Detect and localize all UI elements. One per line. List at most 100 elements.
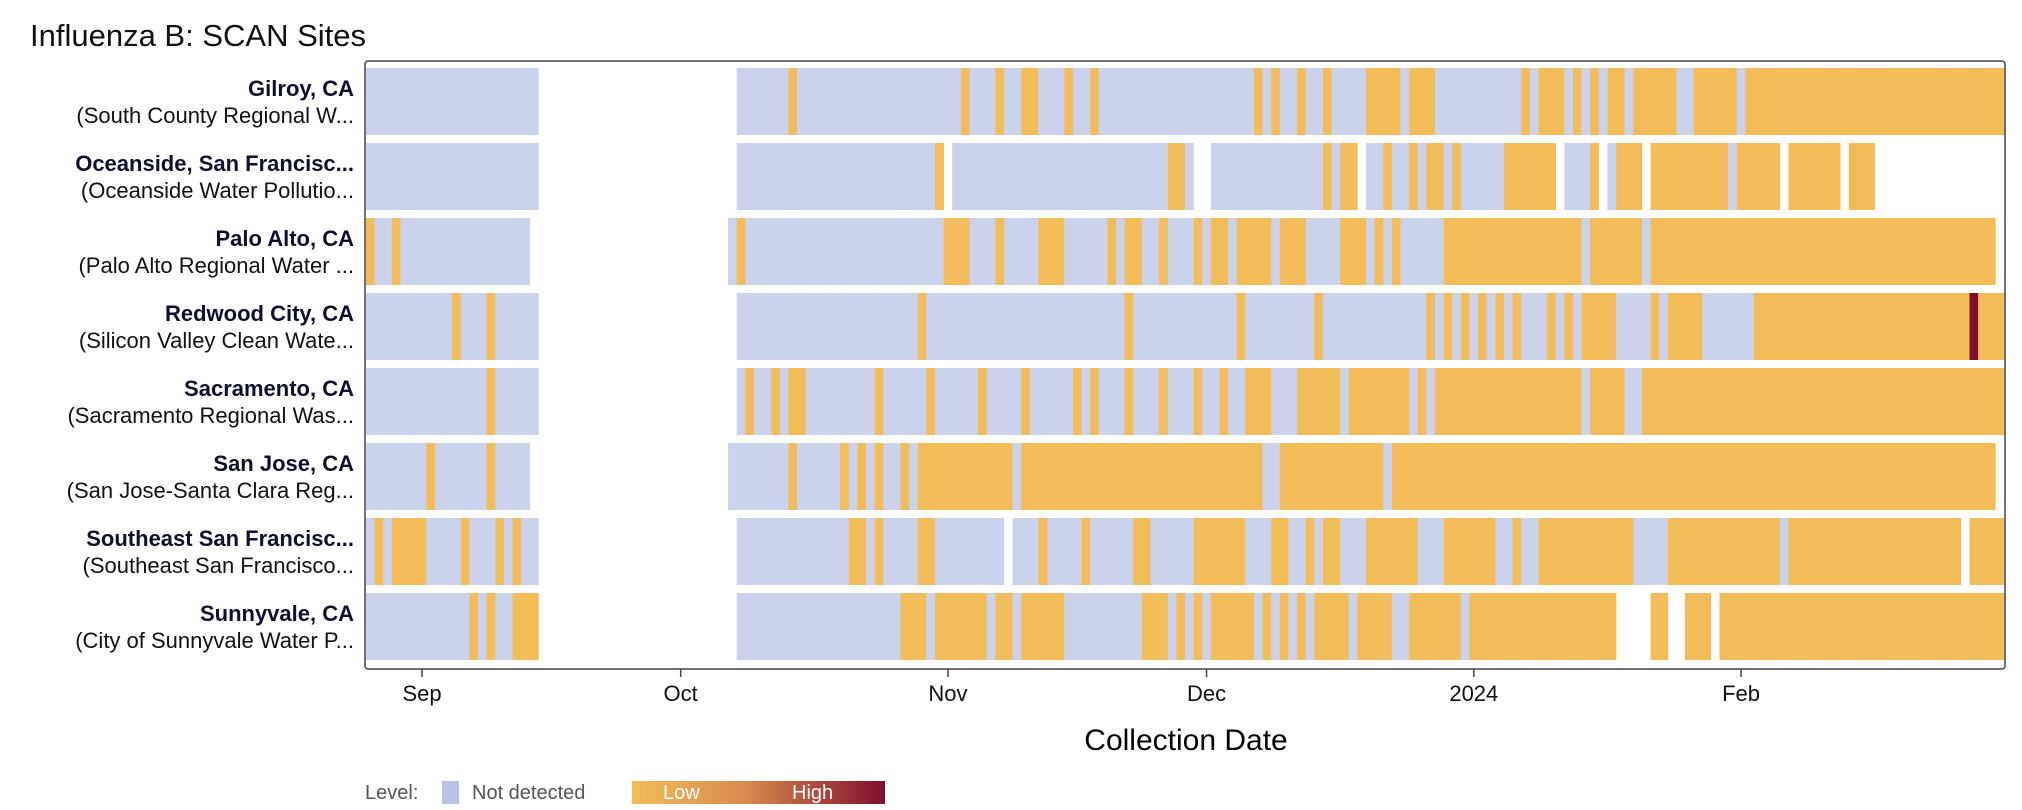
heatmap-cell (1538, 143, 1548, 210)
heatmap-cell (857, 518, 867, 585)
heatmap-cell (1547, 293, 1556, 360)
heatmap-cell (1538, 68, 1548, 135)
heatmap-cell (478, 218, 487, 285)
heatmap-cell (1047, 68, 1056, 135)
heatmap-cell (1426, 218, 1436, 285)
heatmap-cell (1771, 368, 1781, 435)
heatmap-cell (831, 218, 841, 285)
heatmap-cell (1866, 518, 1875, 585)
heatmap-cell (1857, 518, 1867, 585)
heatmap-cell (1909, 218, 1919, 285)
heatmap-cell (909, 68, 919, 135)
heatmap-cell (1383, 368, 1393, 435)
heatmap-cell (1935, 293, 1944, 360)
heatmap-cell (374, 143, 384, 210)
heatmap-cell (1633, 443, 1643, 510)
heatmap-cell (1581, 518, 1591, 585)
heatmap-cell (1176, 443, 1186, 510)
site-row (366, 68, 2005, 135)
heatmap-cell (1866, 443, 1875, 510)
heatmap-cell (943, 443, 953, 510)
heatmap-cell (857, 368, 867, 435)
site-facility-label: (Oceanside Water Pollutio... (81, 178, 354, 203)
heatmap-cell (1322, 218, 1332, 285)
heatmap-cell (366, 293, 375, 360)
heatmap-cell (1038, 368, 1048, 435)
heatmap-cell (1736, 593, 1746, 660)
heatmap-cell (1978, 293, 1988, 360)
heatmap-cell (822, 143, 832, 210)
heatmap-cell (1098, 293, 1108, 360)
heatmap-cell (1753, 518, 1763, 585)
heatmap-cell (529, 518, 539, 585)
heatmap-cell (1167, 368, 1177, 435)
heatmap-cell (1891, 443, 1901, 510)
heatmap-cell (1935, 443, 1944, 510)
heatmap-cell (1728, 143, 1738, 210)
legend-not-detected-label: Not detected (472, 782, 585, 804)
heatmap-cell (866, 593, 875, 660)
heatmap-cell (1124, 518, 1134, 585)
heatmap-cell (1357, 68, 1367, 135)
heatmap-cell (1245, 593, 1255, 660)
heatmap-cell (1581, 368, 1591, 435)
heatmap-cell (1659, 143, 1669, 210)
heatmap-cell (1107, 68, 1117, 135)
heatmap-cell (1555, 593, 1565, 660)
heatmap-cell (831, 143, 841, 210)
heatmap-cell (1038, 518, 1048, 585)
heatmap-cell (1417, 293, 1427, 360)
heatmap-cell (1297, 68, 1306, 135)
heatmap-cell (952, 518, 962, 585)
heatmap-cell (1529, 143, 1539, 210)
heatmap-cell (1409, 293, 1419, 360)
heatmap-cell (1952, 518, 1962, 585)
heatmap-cell (1590, 218, 1600, 285)
heatmap-cell (909, 443, 919, 510)
heatmap-cell (779, 218, 789, 285)
heatmap-cell (1736, 143, 1746, 210)
heatmap-cell (1978, 518, 1988, 585)
heatmap-cell (1150, 518, 1160, 585)
heatmap-cell (814, 368, 824, 435)
heatmap-cell (1090, 293, 1100, 360)
heatmap-cell (1745, 143, 1755, 210)
heatmap-cell (1633, 368, 1643, 435)
heatmap-cell (943, 593, 953, 660)
heatmap-cell (1400, 218, 1410, 285)
heatmap-cell (1736, 368, 1746, 435)
heatmap-cell (1228, 518, 1238, 585)
heatmap-cell (1917, 368, 1927, 435)
heatmap-cell (1960, 293, 1970, 360)
heatmap-cell (900, 368, 910, 435)
heatmap-cell (1943, 518, 1953, 585)
heatmap-cell (840, 368, 850, 435)
heatmap-cell (460, 518, 470, 585)
heatmap-cell (1624, 218, 1634, 285)
heatmap-cell (1624, 518, 1634, 585)
heatmap-cell (1322, 368, 1332, 435)
heatmap-cell (926, 593, 936, 660)
heatmap-cell (1357, 443, 1367, 510)
heatmap-cell (1047, 518, 1056, 585)
heatmap-cell (1012, 293, 1022, 360)
heatmap-cell (1935, 368, 1944, 435)
heatmap-cell (1081, 368, 1091, 435)
x-tick-label: Dec (1187, 681, 1226, 706)
heatmap-cell (1753, 443, 1763, 510)
heatmap-cell (1185, 218, 1194, 285)
heatmap-cell (1426, 593, 1436, 660)
heatmap-cell (1107, 518, 1117, 585)
heatmap-cell (1297, 293, 1306, 360)
heatmap-cell (1021, 293, 1031, 360)
heatmap-cell (1676, 368, 1686, 435)
heatmap-cell (1641, 518, 1651, 585)
heatmap-cell (1193, 218, 1203, 285)
heatmap-cell (1469, 518, 1479, 585)
heatmap-cell (1736, 68, 1746, 135)
heatmap-cell (1124, 293, 1134, 360)
heatmap-cell (1900, 593, 1910, 660)
heatmap-cell (1779, 593, 1789, 660)
heatmap-cell (1676, 68, 1686, 135)
heatmap-cell (952, 218, 962, 285)
